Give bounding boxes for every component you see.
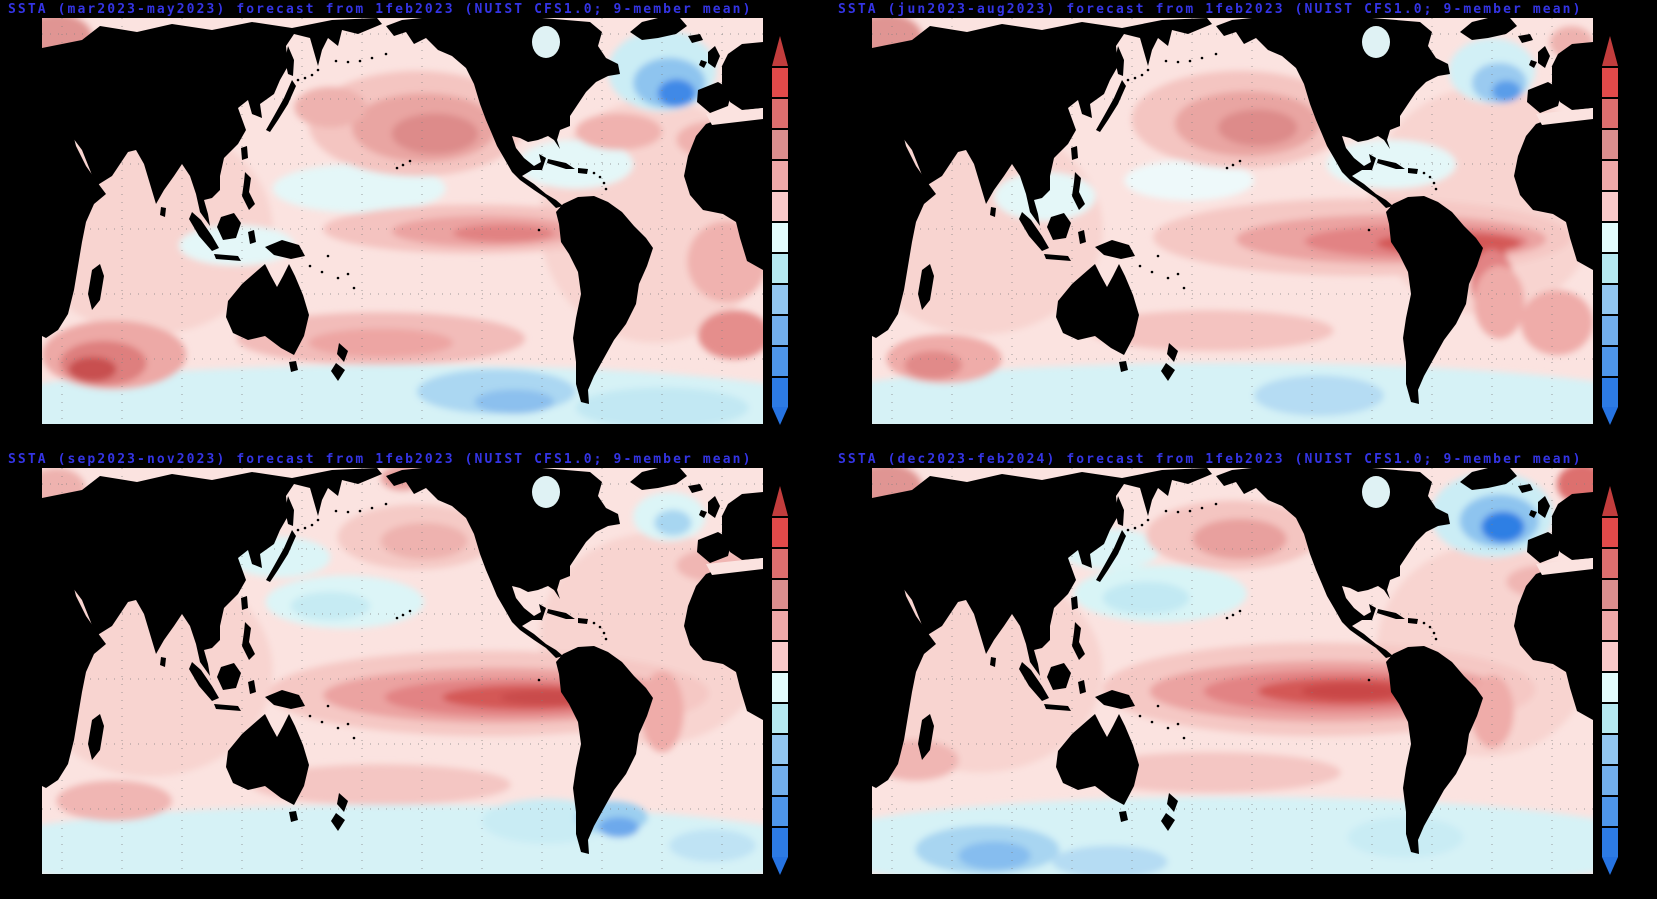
colorbar-segment: [772, 190, 788, 221]
landmasses: [872, 468, 1593, 854]
mediterranean-inset: [1536, 108, 1593, 125]
panel-title: SSTA (dec2023-feb2024) forecast from 1fe…: [838, 452, 1583, 467]
colorbar-segment: [1602, 609, 1618, 640]
colorbar-segment: [1602, 671, 1618, 702]
panel-title: SSTA (mar2023-may2023) forecast from 1fe…: [8, 2, 753, 17]
colorbar-segment: [772, 578, 788, 609]
colorbar-segment: [772, 795, 788, 826]
colorbar-segment: [1602, 128, 1618, 159]
colorbar: [1602, 36, 1618, 425]
colorbar-arrow-down-icon: [772, 857, 788, 875]
colorbar-segment: [1602, 66, 1618, 97]
colorbar-segment: [772, 159, 788, 190]
colorbar-arrow-down-icon: [1602, 407, 1618, 425]
landmasses: [872, 18, 1593, 404]
colorbar-segment: [1602, 314, 1618, 345]
hudson-bay-inset: [1362, 476, 1390, 508]
colorbar-segment: [1602, 640, 1618, 671]
mediterranean-inset: [706, 108, 763, 125]
mediterranean-inset: [1536, 558, 1593, 575]
colorbar-segment: [1602, 578, 1618, 609]
colorbar-segment: [772, 609, 788, 640]
colorbar-segment: [1602, 826, 1618, 857]
colorbar-segment: [772, 671, 788, 702]
panel-mar-may-2023: SSTA (mar2023-may2023) forecast from 1fe…: [0, 0, 827, 449]
colorbar-segment: [772, 97, 788, 128]
colorbar-segment: [772, 345, 788, 376]
ssta-map: [872, 468, 1593, 874]
colorbar-segment: [772, 702, 788, 733]
landmasses: [42, 18, 763, 404]
colorbar-segment: [1602, 733, 1618, 764]
colorbar-segment: [1602, 345, 1618, 376]
colorbar-arrow-down-icon: [1602, 857, 1618, 875]
ssta-map-svg: [872, 18, 1593, 424]
panel-jun-aug-2023: SSTA (jun2023-aug2023) forecast from 1fe…: [830, 0, 1657, 449]
colorbar-segment: [772, 252, 788, 283]
colorbar-segment: [772, 376, 788, 407]
ssta-map-svg: [42, 468, 763, 874]
panel-sep-nov-2023: SSTA (sep2023-nov2023) forecast from 1fe…: [0, 450, 827, 899]
colorbar-segment: [1602, 516, 1618, 547]
ssta-map: [42, 18, 763, 424]
colorbar-segment: [1602, 97, 1618, 128]
colorbar-segment: [772, 516, 788, 547]
ssta-map-svg: [42, 18, 763, 424]
ssta-map: [872, 18, 1593, 424]
anomaly-field: [42, 18, 763, 424]
mediterranean-inset: [706, 558, 763, 575]
colorbar-segment: [1602, 702, 1618, 733]
colorbar-segment: [1602, 221, 1618, 252]
colorbar: [772, 486, 788, 875]
colorbar-segment: [772, 764, 788, 795]
colorbar-segment: [772, 66, 788, 97]
colorbar-segment: [1602, 376, 1618, 407]
landmasses: [42, 468, 763, 854]
colorbar-segment: [1602, 159, 1618, 190]
colorbar-segment: [772, 283, 788, 314]
colorbar-segment: [1602, 283, 1618, 314]
colorbar-segment: [772, 547, 788, 578]
colorbar-segment: [1602, 547, 1618, 578]
colorbar-segment: [772, 314, 788, 345]
colorbar: [772, 36, 788, 425]
colorbar-segment: [1602, 252, 1618, 283]
colorbar-segment: [1602, 795, 1618, 826]
colorbar-segment: [772, 640, 788, 671]
colorbar-arrow-up-icon: [772, 486, 788, 516]
colorbar-segment: [1602, 764, 1618, 795]
colorbar-segment: [772, 221, 788, 252]
colorbar-arrow-up-icon: [1602, 486, 1618, 516]
colorbar-segment: [772, 733, 788, 764]
colorbar-segment: [772, 128, 788, 159]
colorbar: [1602, 486, 1618, 875]
hudson-bay-inset: [532, 26, 560, 58]
panel-dec-feb-2024: SSTA (dec2023-feb2024) forecast from 1fe…: [830, 450, 1657, 899]
ssta-map-svg: [872, 468, 1593, 874]
colorbar-arrow-down-icon: [772, 407, 788, 425]
colorbar-segment: [1602, 190, 1618, 221]
ssta-map: [42, 468, 763, 874]
hudson-bay-inset: [1362, 26, 1390, 58]
panel-title: SSTA (sep2023-nov2023) forecast from 1fe…: [8, 452, 753, 467]
colorbar-segment: [772, 826, 788, 857]
colorbar-arrow-up-icon: [772, 36, 788, 66]
hudson-bay-inset: [532, 476, 560, 508]
panel-title: SSTA (jun2023-aug2023) forecast from 1fe…: [838, 2, 1583, 17]
colorbar-arrow-up-icon: [1602, 36, 1618, 66]
